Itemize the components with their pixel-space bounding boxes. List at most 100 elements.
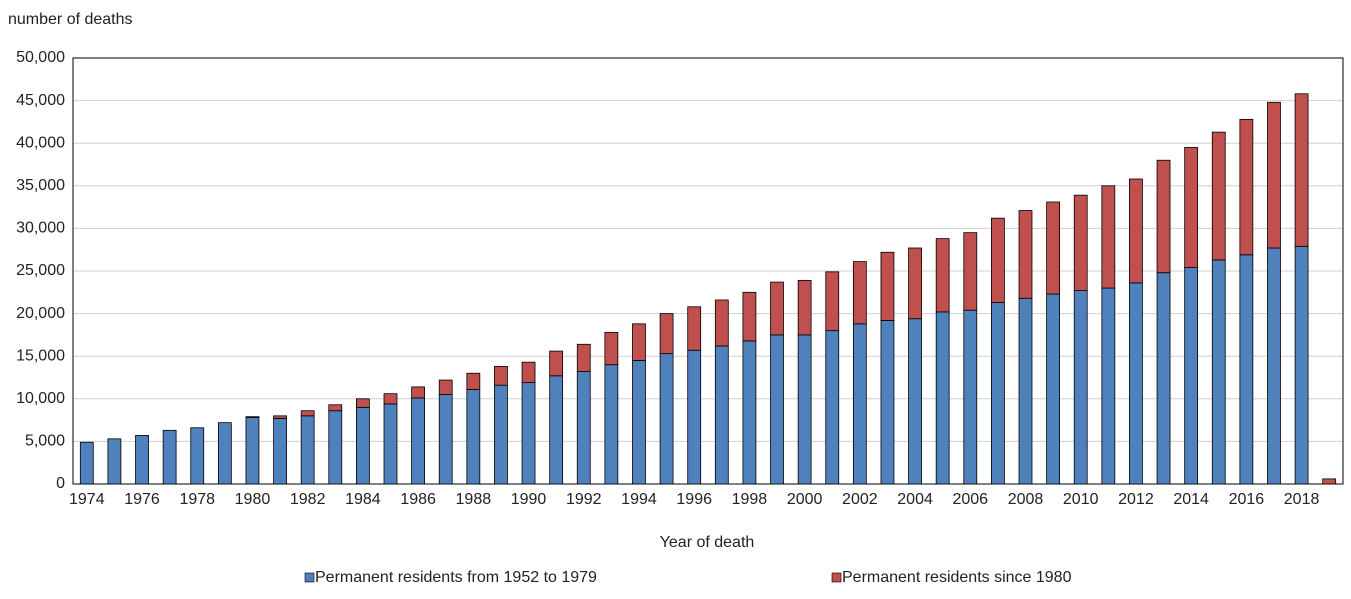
bar-segment [797,279,812,336]
bar-segment [770,281,784,336]
bar-segment [852,323,867,485]
bar-segment [273,417,287,485]
y-axis-title: number of deaths [8,11,133,28]
bar-segment [687,349,702,485]
bar-segment [880,251,895,321]
legend-label: Permanent residents from 1952 to 1979 [315,569,597,586]
bar-segment [494,366,508,386]
y-tick-label: 30,000 [16,220,65,237]
bar-segment [1184,147,1199,268]
bar-segment [770,334,784,485]
bar-segment [1267,247,1281,485]
legend-swatch [304,572,315,583]
bar-segment [300,415,315,485]
bar-segment [79,441,94,485]
bar-segment [742,291,757,342]
bar-segment [632,360,646,485]
x-tick-label: 1988 [456,491,492,508]
bar-segment [852,261,867,325]
bar-segment [107,438,122,485]
bar-segment [1211,131,1226,261]
x-tick-label: 1996 [676,491,712,508]
bar-segment [880,320,895,485]
x-tick-label: 1976 [124,491,160,508]
bar-segment [1294,245,1309,485]
bar-segment [356,406,370,485]
x-tick-label: 2012 [1118,491,1154,508]
bar-segment [935,238,950,313]
bar-segment [438,394,453,485]
bar-segment [1018,297,1033,485]
x-tick-label: 1974 [69,491,105,508]
bar-segment [494,384,508,485]
bar-segment [1211,259,1226,485]
x-tick-label: 1990 [511,491,547,508]
bar-segment [300,410,315,417]
bar-segment [1322,478,1337,485]
x-tick-label: 2016 [1229,491,1265,508]
bar-segment [1101,287,1116,485]
bar-segment [1129,178,1143,284]
bar-segment [632,323,646,361]
bar-segment [245,416,260,418]
bar-segment [991,217,1005,303]
bar-segment [963,309,978,485]
bar-segment [1129,282,1143,485]
bar-segment [521,361,536,384]
bar-segment [383,393,398,405]
bar-segment [714,299,729,347]
bar-segment [576,371,591,485]
bar-segment [908,247,922,320]
y-tick-label: 20,000 [16,305,65,322]
x-tick-label: 2010 [1063,491,1099,508]
bar-segment [466,389,481,485]
y-tick-label: 25,000 [16,262,65,279]
bar-segment [825,330,840,485]
bar-segment [383,403,398,485]
bar-segment [714,345,729,485]
x-tick-label: 1992 [566,491,602,508]
x-tick-label: 1984 [345,491,381,508]
bar-segment [273,415,287,419]
bar-segment [1156,159,1171,274]
bar-segment [604,364,619,485]
x-tick-label: 2000 [787,491,823,508]
bar-segment [991,302,1005,485]
y-tick-label: 10,000 [16,390,65,407]
x-tick-label: 2008 [1008,491,1044,508]
x-tick-label: 1982 [290,491,326,508]
x-tick-label: 1998 [732,491,768,508]
bar-segment [1239,254,1254,485]
bar-segment [1073,194,1088,291]
bar-segment [521,382,536,485]
plot-frame [72,57,1344,485]
bar-segment [1294,93,1309,247]
bar-segment [549,375,564,485]
bar-segment [1046,293,1060,485]
bar-segment [466,372,481,390]
bar-segment [963,232,978,311]
bar-segment [411,386,425,399]
bar-segment [1101,185,1116,289]
bar-segment [356,398,370,408]
bar-segment [549,350,564,377]
bar-segment [825,271,840,332]
bar-segment [797,334,812,485]
bar-segment [659,313,674,355]
bar-segment [659,353,674,485]
bar-segment [328,410,343,485]
y-tick-label: 50,000 [16,49,65,66]
bar-segment [1018,210,1033,299]
bar-segment [687,306,702,351]
bar-segment [1073,290,1088,485]
x-tick-label: 1994 [621,491,657,508]
bar-segment [135,435,149,485]
bar-segment [935,311,950,485]
bar-segment [576,343,591,372]
x-tick-label: 2014 [1173,491,1209,508]
y-tick-label: 0 [56,475,65,492]
bar-segment [908,318,922,485]
bar-segment [742,340,757,485]
x-tick-label: 1986 [400,491,436,508]
